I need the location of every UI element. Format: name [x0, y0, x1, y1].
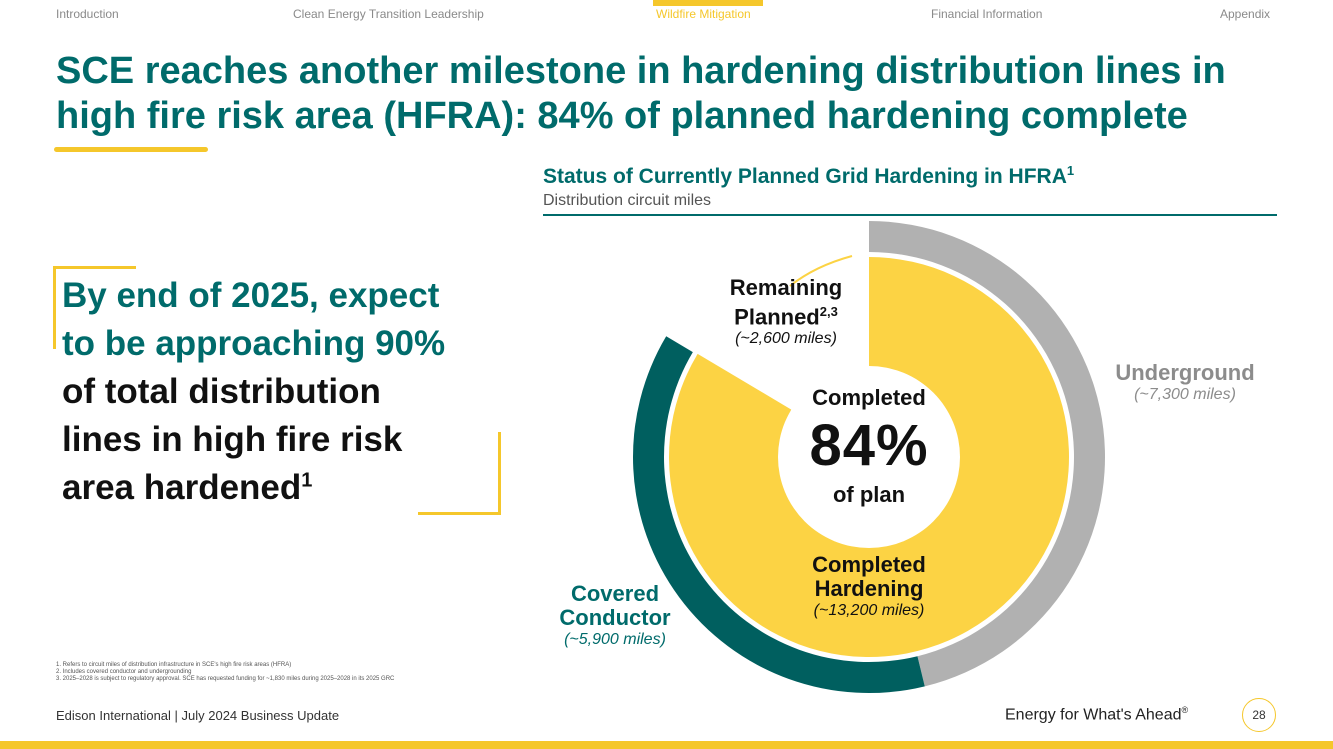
- callout-body-line-1: of total distribution: [62, 372, 381, 411]
- footer-company-date: Edison International | July 2024 Busines…: [56, 708, 340, 723]
- remaining-label-leader: [789, 255, 853, 287]
- footnote-3: 3. 2025–2028 is subject to regulatory ap…: [56, 676, 395, 682]
- callout-highlight-line-2: to be approaching 90%: [62, 324, 446, 363]
- nav-item-clean-energy[interactable]: Clean Energy Transition Leadership: [293, 7, 484, 21]
- footnotes: 1. Refers to circuit miles of distributi…: [56, 662, 394, 683]
- bottom-accent-bar: [0, 741, 1333, 749]
- label-covered-conductor: Covered Conductor (~5,900 miles): [538, 582, 692, 650]
- nav-item-introduction[interactable]: Introduction: [56, 7, 119, 21]
- donut-center-hole: [778, 366, 960, 548]
- footnote-1: 1. Refers to circuit miles of distributi…: [56, 662, 292, 668]
- center-percent-value: 84%: [809, 413, 929, 478]
- page-number: 28: [1242, 698, 1276, 732]
- label-completed-line-2: Hardening: [814, 576, 924, 601]
- label-underground-miles: (~7,300 miles): [1134, 386, 1236, 403]
- chart-title: Status of Currently Planned Grid Hardeni…: [543, 163, 1074, 189]
- center-label-top: Completed: [812, 385, 926, 410]
- label-completed-hardening: Completed Hardening (~13,200 miles): [790, 553, 948, 621]
- title-underline: [54, 147, 208, 152]
- label-completed-line-1: Completed: [812, 552, 926, 577]
- footer-tagline-text: Energy for What's Ahead: [1005, 706, 1182, 724]
- nav-item-wildfire-mitigation[interactable]: Wildfire Mitigation: [656, 7, 751, 21]
- center-label-bottom: of plan: [832, 482, 906, 507]
- footnote-2: 2. Includes covered conductor and underg…: [56, 669, 192, 675]
- chart-title-footnote-ref: 1: [1066, 163, 1075, 178]
- outer-ring-covered-conductor: [632, 336, 925, 693]
- label-covered-line-2: Conductor: [559, 605, 671, 630]
- section-nav: Introduction Clean Energy Transition Lea…: [0, 0, 1333, 30]
- chart-subtitle: Distribution circuit miles: [543, 192, 712, 209]
- label-remaining-line-2: Planned: [734, 304, 820, 330]
- nav-item-appendix[interactable]: Appendix: [1220, 7, 1271, 21]
- label-underground-name: Underground: [1115, 360, 1255, 385]
- remaining-slice-edge: [696, 353, 792, 412]
- label-remaining-planned: Remaining Planned2,3 (~2,600 miles): [714, 276, 858, 349]
- label-remaining-footnote-ref: 2,3: [819, 304, 838, 319]
- label-underground: Underground (~7,300 miles): [1100, 361, 1270, 405]
- callout-bracket-bottom-right: [418, 432, 501, 515]
- callout-body-line-2: lines in high fire risk: [62, 420, 403, 459]
- callout-bracket-top-left: [53, 266, 136, 349]
- registered-mark: ®: [1181, 705, 1189, 715]
- callout-text: By end of 2025, expect to be approaching…: [62, 272, 512, 512]
- label-covered-line-1: Covered: [570, 581, 660, 606]
- slide-title-line-1: SCE reaches another milestone in hardeni…: [56, 50, 1226, 92]
- label-remaining-line-1: Remaining: [729, 275, 843, 300]
- callout-body-line-3: area hardened: [62, 468, 302, 507]
- slide-title: SCE reaches another milestone in hardeni…: [56, 49, 1296, 139]
- slide-title-line-2: high fire risk area (HFRA): 84% of plann…: [56, 95, 1188, 137]
- label-completed-miles: (~13,200 miles): [813, 602, 925, 619]
- label-remaining-miles: (~2,600 miles): [735, 330, 837, 348]
- nav-item-financial-information[interactable]: Financial Information: [931, 7, 1043, 21]
- label-covered-miles: (~5,900 miles): [564, 631, 666, 648]
- footer-tagline: Energy for What's Ahead®: [1005, 705, 1188, 724]
- callout-footnote-ref: 1: [301, 469, 313, 492]
- outer-ring-underground: [869, 221, 1105, 687]
- chart-title-text: Status of Currently Planned Grid Hardeni…: [543, 165, 1067, 188]
- chart-divider: [543, 214, 1277, 216]
- active-section-indicator: [653, 0, 763, 6]
- callout-highlight-line-1: By end of 2025, expect: [62, 276, 440, 315]
